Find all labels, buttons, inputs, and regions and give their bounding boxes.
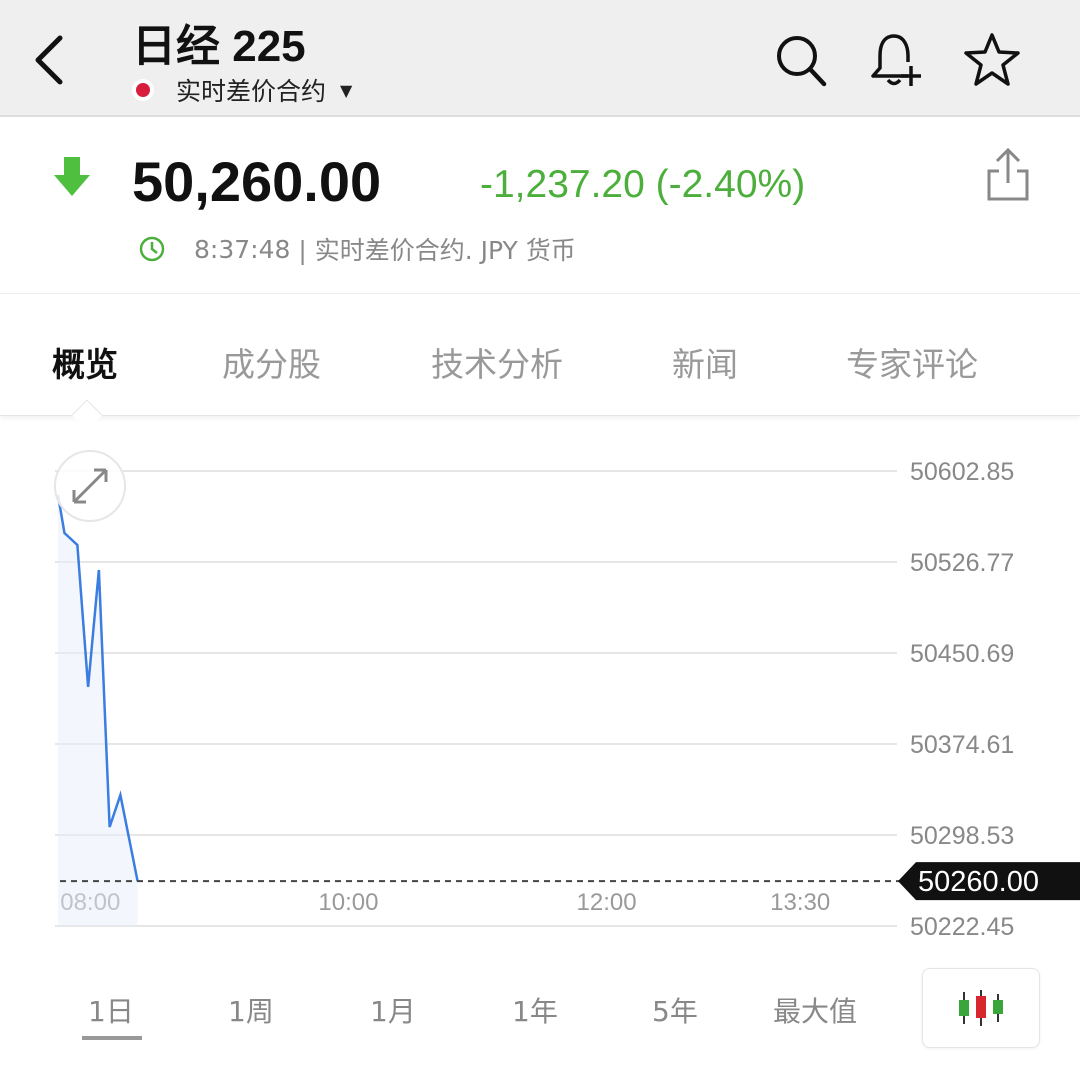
tab-expert-comments[interactable]: 专家评论 (846, 345, 978, 384)
range-5y[interactable]: 5年 (652, 995, 698, 1028)
back-chevron-left-icon[interactable] (30, 30, 70, 90)
search-icon[interactable] (772, 30, 832, 90)
y-tick-label: 50450.69 (910, 640, 1014, 668)
range-1d[interactable]: 1日 (88, 995, 134, 1028)
clock-icon (139, 236, 165, 262)
top-bar: 日经 225 实时差价合约 ▼ (0, 0, 1080, 117)
caret-down-icon: ▼ (340, 80, 353, 100)
quote-source: | 实时差价合约. JPY 货币 (298, 236, 576, 265)
price-chart[interactable]: 50602.85 50526.77 50450.69 50374.61 50298.53… (0, 430, 1080, 960)
current-price-tag (898, 862, 1080, 901)
range-max[interactable]: 最大值 (773, 995, 858, 1028)
range-selector: 1日 1周 1月 1年 5年 最大值 (0, 960, 1080, 1060)
range-1m[interactable]: 1月 (370, 995, 416, 1028)
price-change: -1,237.20 (-2.40%) (480, 163, 806, 206)
arrow-down-icon (54, 157, 90, 196)
x-tick-label: 12:00 (577, 889, 637, 916)
tab-overview[interactable]: 概览 (52, 345, 118, 384)
price-line (56, 494, 139, 882)
range-1w[interactable]: 1周 (228, 995, 274, 1028)
tab-news[interactable]: 新闻 (672, 345, 738, 384)
bell-plus-icon[interactable] (864, 30, 924, 90)
candlestick-icon (959, 990, 1003, 1026)
tab-technical-analysis[interactable]: 技术分析 (431, 345, 563, 384)
quote-panel: 50,260.00 -1,237.20 (-2.40%) 8:37:48 | 实… (0, 119, 1080, 294)
japan-flag-icon (132, 79, 154, 101)
star-icon[interactable] (962, 30, 1022, 90)
contract-type-dropdown[interactable]: 实时差价合约 ▼ (132, 72, 352, 108)
last-price: 50,260.00 (132, 150, 382, 213)
x-tick-label: 13:30 (770, 889, 830, 916)
quote-meta: 8:37:48 | 实时差价合约. JPY 货币 (138, 231, 576, 267)
active-range-underline (82, 1036, 142, 1040)
contract-type-label: 实时差价合约 (176, 77, 327, 106)
quote-time: 8:37:48 (194, 234, 291, 264)
tab-bar: 概览 成分股 技术分析 新闻 专家评论 (0, 300, 1080, 416)
page-title: 日经 225 (132, 22, 306, 71)
share-icon[interactable] (985, 147, 1031, 203)
area-fill (58, 494, 138, 926)
expand-icon (72, 468, 108, 504)
current-price-label: 50260.00 (918, 866, 1039, 898)
y-tick-label: 50602.85 (910, 458, 1014, 486)
x-tick-label: 10:00 (318, 889, 378, 916)
range-1y[interactable]: 1年 (512, 995, 558, 1028)
candlestick-toggle-button[interactable] (922, 968, 1040, 1048)
expand-button[interactable] (54, 450, 126, 522)
y-tick-label: 50222.45 (910, 913, 1014, 941)
y-tick-label: 50298.53 (910, 822, 1014, 850)
y-tick-label: 50374.61 (910, 731, 1014, 759)
y-tick-label: 50526.77 (910, 549, 1014, 577)
tab-constituents[interactable]: 成分股 (222, 345, 321, 384)
